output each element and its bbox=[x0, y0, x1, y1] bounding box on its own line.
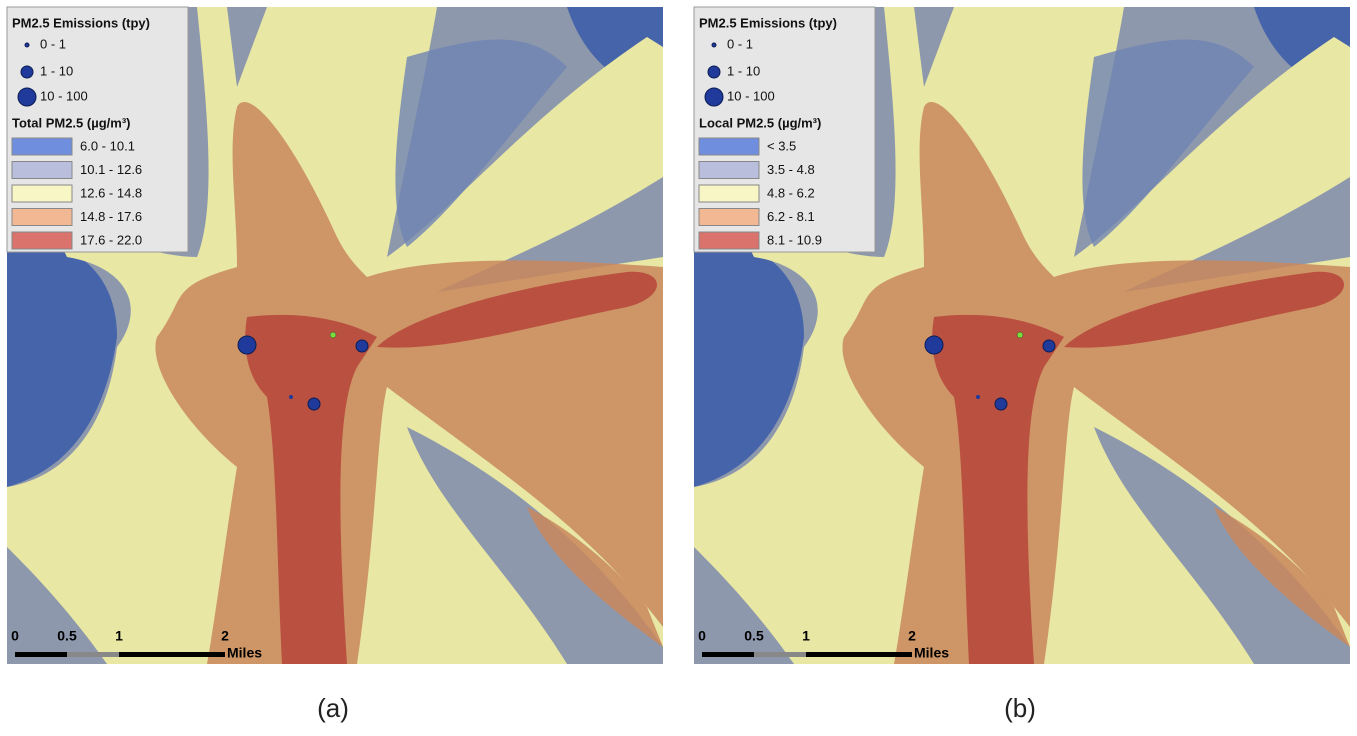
legend-symbol bbox=[708, 66, 720, 78]
legend-title: Total PM2.5 (µg/m³) bbox=[12, 115, 130, 130]
scale-label: 0 bbox=[698, 628, 706, 644]
legend-label: 4.8 - 6.2 bbox=[767, 185, 815, 200]
scale-label: 0 bbox=[11, 628, 19, 644]
caption: (a) bbox=[317, 693, 349, 723]
legend-symbol bbox=[25, 43, 29, 47]
scale-unit: Miles bbox=[914, 645, 949, 661]
scale-label: 2 bbox=[908, 628, 916, 644]
legend-symbol bbox=[21, 66, 33, 78]
legend-label: 10.1 - 12.6 bbox=[80, 162, 142, 177]
legend-label: 1 - 10 bbox=[40, 63, 73, 78]
legend-label: 1 - 10 bbox=[727, 63, 760, 78]
legend-title: PM2.5 Emissions (tpy) bbox=[12, 15, 150, 30]
scale-bar bbox=[119, 652, 225, 657]
map-panel: PM2.5 Emissions (tpy) 0 - 1 1 - 10 10 - 100… bbox=[694, 7, 1350, 664]
legend-swatch bbox=[12, 232, 72, 249]
legend-swatch bbox=[12, 138, 72, 155]
legend-swatch bbox=[699, 185, 759, 202]
legend-swatch bbox=[12, 209, 72, 226]
legend-label: 10 - 100 bbox=[727, 88, 775, 103]
legend-symbol bbox=[705, 88, 723, 106]
legend-swatch bbox=[12, 162, 72, 179]
legend-label: 17.6 - 22.0 bbox=[80, 232, 142, 247]
legend-swatch bbox=[699, 162, 759, 179]
legend-symbol bbox=[712, 43, 716, 47]
legend-label: 12.6 - 14.8 bbox=[80, 185, 142, 200]
legend-label: 14.8 - 17.6 bbox=[80, 209, 142, 224]
scale-unit: Miles bbox=[227, 645, 262, 661]
scale-label: 1 bbox=[115, 628, 123, 644]
legend-swatch bbox=[12, 185, 72, 202]
legend-swatch bbox=[699, 138, 759, 155]
scale-label: 2 bbox=[221, 628, 229, 644]
scale-label: 1 bbox=[802, 628, 810, 644]
legend-swatch bbox=[699, 232, 759, 249]
legend-label: 8.1 - 10.9 bbox=[767, 232, 822, 247]
map-panel: PM2.5 Emissions (tpy) 0 - 1 1 - 10 10 - 100… bbox=[7, 7, 663, 664]
scale-bar bbox=[15, 652, 67, 657]
legend-title: PM2.5 Emissions (tpy) bbox=[699, 15, 837, 30]
figure: PM2.5 Emissions (tpy)0 - 11 - 1010 - 100… bbox=[0, 0, 1357, 731]
legend-label: 6.0 - 10.1 bbox=[80, 138, 135, 153]
legend-label: 0 - 1 bbox=[727, 36, 753, 51]
legend-label: 6.2 - 8.1 bbox=[767, 209, 815, 224]
scale-bar bbox=[702, 652, 754, 657]
legend-label: 10 - 100 bbox=[40, 88, 88, 103]
legend-title: Local PM2.5 (µg/m³) bbox=[699, 115, 821, 130]
caption: (b) bbox=[1004, 693, 1036, 723]
scale-label: 0.5 bbox=[744, 628, 764, 644]
legend-symbol bbox=[18, 88, 36, 106]
scale-label: 0.5 bbox=[57, 628, 77, 644]
legend-label: 0 - 1 bbox=[40, 36, 66, 51]
legend-label: 3.5 - 4.8 bbox=[767, 162, 815, 177]
scale-bar bbox=[806, 652, 912, 657]
scale-bar bbox=[754, 652, 806, 657]
legend-label: < 3.5 bbox=[767, 138, 796, 153]
legend-swatch bbox=[699, 209, 759, 226]
scale-bar bbox=[67, 652, 119, 657]
